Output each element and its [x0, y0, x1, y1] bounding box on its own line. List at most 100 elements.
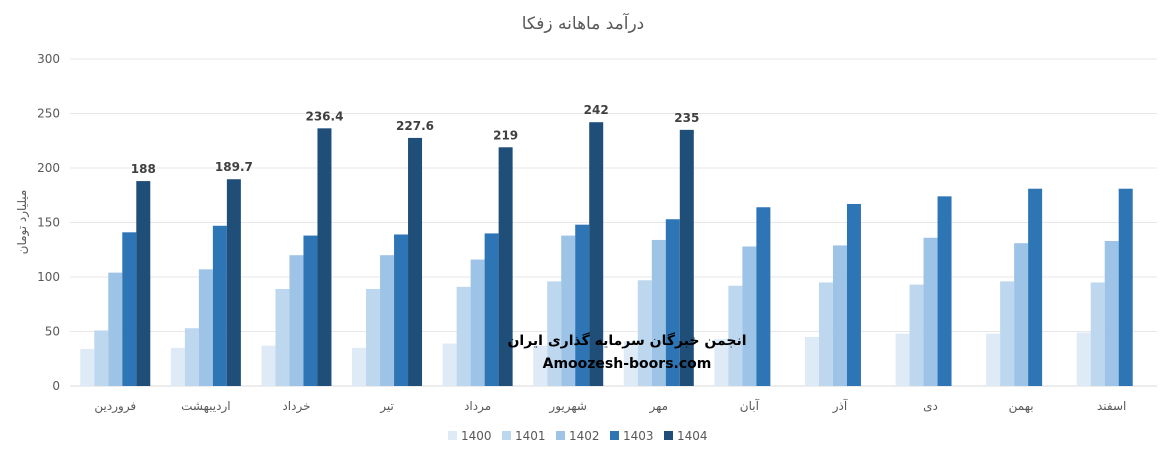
- x-category-label: شهریور: [548, 399, 587, 414]
- bar-1401: [1090, 282, 1105, 386]
- x-category-label: آبان: [740, 398, 760, 413]
- bar-1403: [665, 219, 680, 386]
- bar-1400: [895, 333, 910, 386]
- bar-1403: [575, 224, 590, 386]
- bar-1401: [366, 288, 381, 386]
- bar-1400: [170, 347, 185, 386]
- bar-1401: [909, 284, 924, 386]
- bar-1401: [1000, 281, 1015, 386]
- bar-1402: [923, 237, 938, 386]
- y-tick-label: 300: [37, 52, 60, 66]
- legend-swatch: [448, 431, 457, 440]
- bar-1403: [122, 232, 137, 386]
- legend-swatch: [610, 431, 619, 440]
- bar-1403: [394, 234, 409, 386]
- legend-swatch: [556, 431, 565, 440]
- x-category-label: دی: [923, 399, 938, 413]
- bar-1403: [1118, 188, 1133, 386]
- bar-1403: [846, 203, 861, 386]
- bar-1401: [637, 280, 652, 386]
- bar-1402: [832, 245, 847, 386]
- bar-1403: [756, 207, 771, 386]
- x-category-label: مرداد: [464, 399, 491, 414]
- gridlines: [70, 58, 1157, 387]
- bar-1400: [986, 333, 1001, 386]
- watermark-line1: انجمن خبرگان سرمایه گذاری ایران: [507, 332, 746, 349]
- bar-1402: [742, 246, 757, 386]
- bar-1402: [651, 239, 666, 386]
- bar-1402: [1014, 243, 1029, 386]
- bar-1401: [547, 281, 562, 386]
- bar-1402: [198, 269, 213, 386]
- legend-label: 1403: [623, 429, 654, 443]
- bar-1401: [456, 286, 471, 386]
- bar-1403: [212, 225, 227, 386]
- bar-1402: [470, 259, 485, 386]
- data-labels: 188 189.7 236.4 227.6 219 242 235: [131, 103, 700, 176]
- watermark-line2: Amoozesh-boors.com: [543, 356, 712, 372]
- x-axis-categories: فروردین اردیبهشت خرداد تیر مرداد شهریور مهر آبا…: [94, 398, 1126, 414]
- bar-1400: [442, 343, 457, 386]
- legend-label: 1404: [677, 429, 708, 443]
- x-category-label: آذر: [832, 398, 848, 414]
- bar-1403: [303, 235, 318, 386]
- bar-1401: [818, 282, 833, 386]
- bar-1400: [623, 341, 638, 386]
- bar-1404: [498, 147, 513, 386]
- bar-1402: [108, 272, 123, 386]
- x-category-label: اردیبهشت: [181, 399, 230, 414]
- y-axis-label: میلیارد تومان: [15, 190, 30, 255]
- watermark: انجمن خبرگان سرمایه گذاری ایران Amoozesh…: [507, 332, 746, 372]
- legend-label: 1401: [515, 429, 546, 443]
- bars: [80, 122, 1133, 386]
- bar-1401: [275, 288, 290, 386]
- legend: 1400 1401 1402 1403 1404: [448, 429, 708, 443]
- bar-1400: [804, 336, 819, 386]
- y-tick-label: 50: [45, 325, 60, 339]
- bar-1403: [484, 233, 499, 386]
- bar-1400: [533, 345, 548, 386]
- legend-swatch: [664, 431, 673, 440]
- bar-1401: [94, 330, 109, 386]
- data-label: 189.7: [215, 160, 253, 174]
- bar-1402: [1104, 241, 1119, 386]
- bar-1404: [408, 137, 423, 386]
- bar-1403: [937, 196, 952, 386]
- bar-1400: [1076, 332, 1091, 386]
- bar-1404: [317, 128, 332, 386]
- y-axis-ticks: 0 50 100 150 200 250 300: [37, 52, 60, 393]
- bar-1403: [1028, 188, 1043, 386]
- x-category-label: خرداد: [282, 399, 310, 414]
- bar-1404: [226, 179, 241, 386]
- data-label: 236.4: [305, 109, 343, 123]
- data-label: 227.6: [396, 119, 434, 133]
- data-label: 235: [674, 111, 699, 125]
- y-tick-label: 200: [37, 161, 60, 175]
- bar-1400: [714, 339, 729, 386]
- legend-label: 1402: [569, 429, 600, 443]
- x-category-label: تیر: [379, 399, 394, 414]
- data-label: 219: [493, 128, 518, 142]
- x-category-label: مهر: [648, 399, 668, 414]
- bar-1402: [380, 255, 395, 386]
- bar-1404: [136, 181, 151, 386]
- bar-1401: [184, 328, 199, 386]
- chart-title: درآمد ماهانه زفکا: [522, 12, 645, 34]
- legend-swatch: [502, 431, 511, 440]
- bar-1404: [589, 122, 604, 386]
- y-tick-label: 150: [37, 216, 60, 230]
- bar-1400: [261, 345, 276, 386]
- legend-label: 1400: [461, 429, 492, 443]
- x-category-label: اسفند: [1097, 399, 1126, 413]
- y-tick-label: 250: [37, 107, 60, 121]
- data-label: 242: [584, 103, 609, 117]
- bar-1402: [289, 255, 304, 386]
- bar-1400: [352, 347, 367, 386]
- bar-1404: [679, 129, 694, 386]
- y-tick-label: 100: [37, 270, 60, 284]
- data-label: 188: [131, 162, 156, 176]
- x-category-label: فروردین: [94, 399, 136, 414]
- bar-1401: [728, 285, 743, 386]
